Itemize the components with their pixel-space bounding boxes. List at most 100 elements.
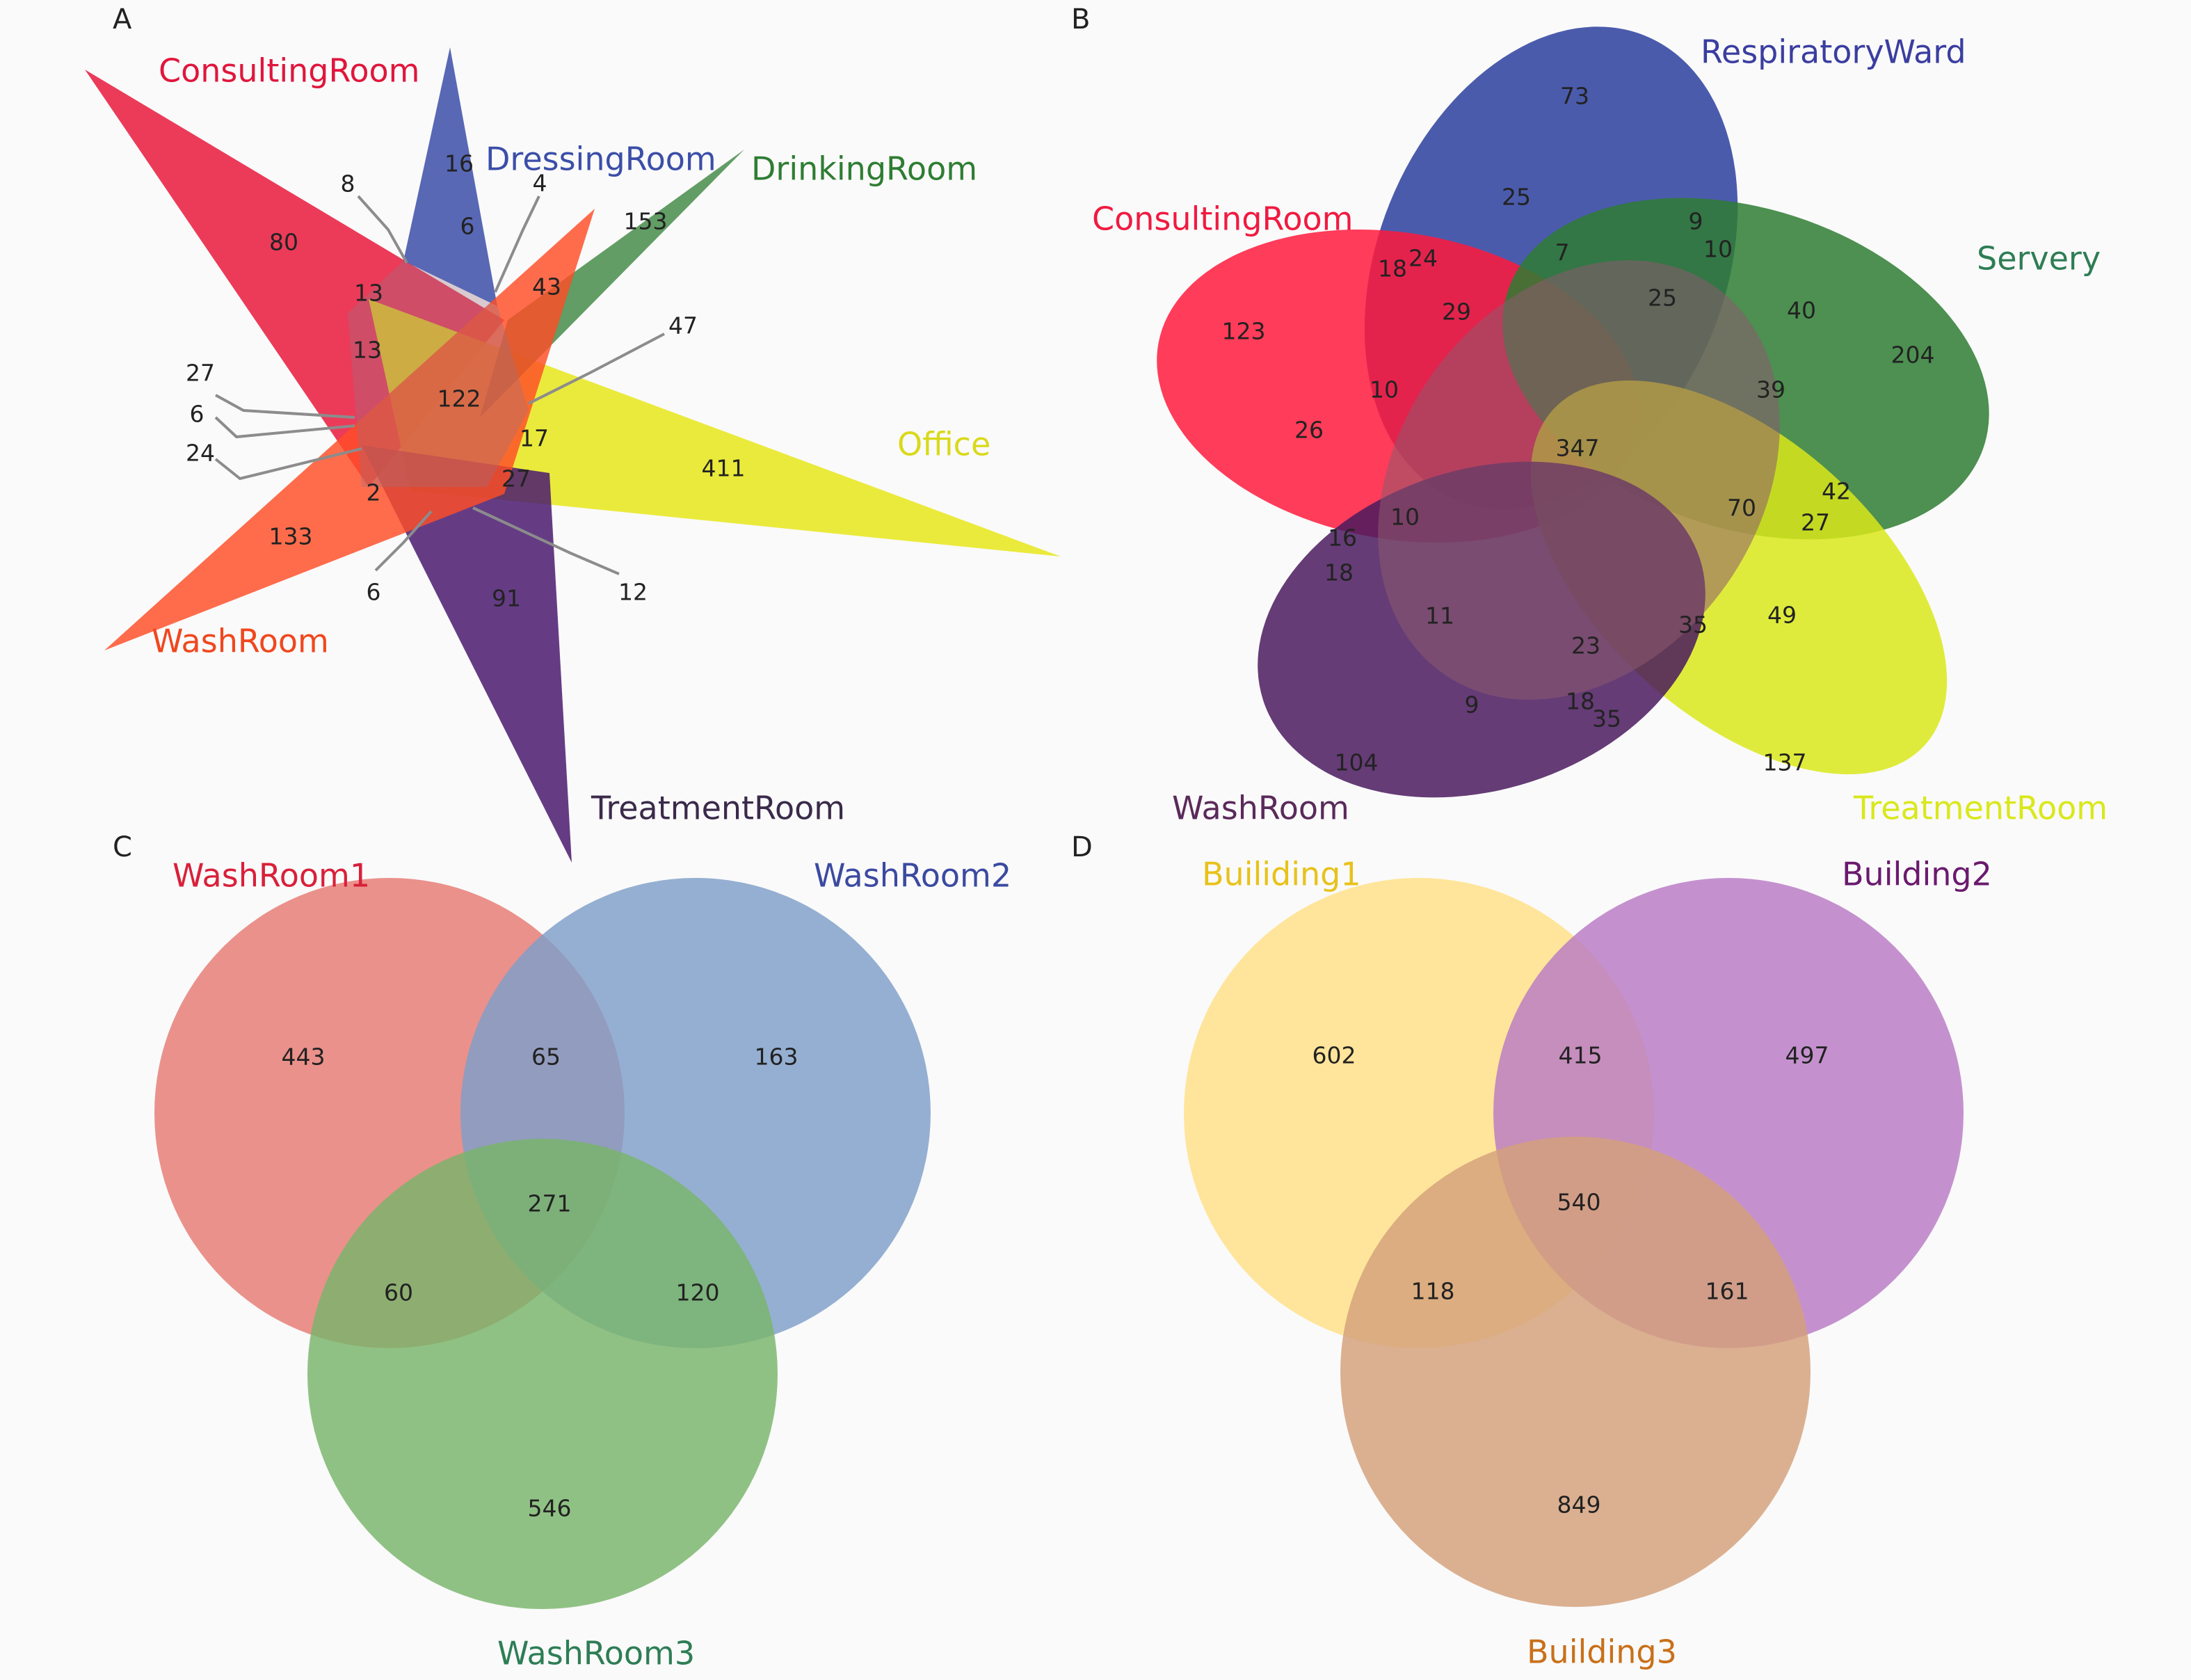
region-count: 849 [1557,1491,1601,1519]
callout-count: 12 [618,579,648,606]
set-label-building3: Building3 [1527,1633,1677,1671]
region-count: 10 [1703,236,1733,263]
set-label-drinkingroom: DrinkingRoom [751,150,977,188]
region-count: 163 [755,1043,798,1071]
region-count: 2 [367,479,381,506]
region-count: 40 [1787,297,1816,324]
region-count: 10 [1390,504,1420,531]
region-count: 60 [384,1279,413,1306]
region-count: 13 [353,337,382,364]
region-count: 122 [438,385,481,413]
region-count: 18 [1378,255,1407,282]
region-count: 80 [269,229,298,256]
treatmentroom-triangle [362,445,572,863]
set-label-washroom-b: WashRoom [1172,790,1349,827]
set-label-treatmentroom-b: TreatmentRoom [1853,790,2108,827]
set-label-consultingroom: ConsultingRoom [159,52,419,90]
region-count: 347 [1556,435,1600,462]
region-count: 602 [1313,1042,1356,1069]
region-count: 10 [1370,376,1399,403]
set-label-washroom1: WashRoom1 [172,857,370,895]
building3-circle [1340,1137,1811,1607]
region-count: 16 [1328,525,1357,552]
callout-leader [357,195,408,264]
region-count: 137 [1763,749,1807,776]
set-label-building1: Builiding1 [1202,856,1361,893]
region-count: 43 [532,273,561,301]
region-count: 27 [1801,509,1830,536]
region-count: 27 [501,465,531,493]
region-count: 411 [702,455,746,482]
set-label-respiratoryward: RespiratoryWard [1701,33,1966,71]
panel-d: D Builiding1 Building2 Building3 602 415… [1071,831,1992,1671]
region-count: 9 [1465,691,1479,719]
region-count: 11 [1425,602,1454,630]
panel-a: A ConsultingRoom DressingRoom DrinkingRo… [85,3,1061,863]
region-count: 7 [1555,239,1570,266]
region-count: 18 [1566,688,1595,715]
region-count: 540 [1557,1189,1601,1216]
region-count: 70 [1727,495,1756,522]
set-label-washroom: WashRoom [152,623,329,660]
region-count: 415 [1559,1042,1603,1069]
region-count: 9 [1689,208,1703,235]
center-overlap [1378,260,1780,700]
set-label-office: Office [897,426,990,463]
region-count: 16 [444,150,474,177]
region-count: 23 [1571,632,1600,659]
region-count: 123 [1222,318,1266,345]
region-count: 17 [520,425,549,452]
callout-leader [214,447,362,481]
callout-count: 4 [533,170,547,197]
panel-c: C WashRoom1 WashRoom2 WashRoom3 443 65 1… [113,831,1011,1672]
panel-d-letter: D [1071,831,1093,863]
region-count: 6 [460,213,475,240]
region-count: 133 [269,523,313,550]
dressingroom-triangle [403,47,497,306]
callout-count: 6 [367,579,381,606]
region-count: 91 [492,585,521,612]
callout-count: 6 [190,401,204,428]
panel-c-letter: C [113,831,132,863]
region-count: 35 [1678,611,1708,639]
region-count: 26 [1294,417,1324,444]
region-count: 13 [354,280,383,307]
region-count: 271 [528,1190,572,1217]
region-count: 120 [676,1279,720,1306]
set-label-washroom2: WashRoom2 [814,857,1011,895]
callout-leader [472,506,620,575]
callout-count: 27 [186,360,215,387]
callout-leader [528,333,665,405]
panel-b: B RespiratoryWard ConsultingRoom Servery… [1071,3,2108,827]
callout-count: 8 [341,170,355,198]
washroom3-circle [307,1139,778,1609]
set-label-washroom3: WashRoom3 [497,1635,695,1672]
callout-leader [214,416,355,439]
washroom-triangle [104,209,595,650]
callout-leader [494,195,540,293]
panel-a-letter: A [113,3,132,35]
region-count: 443 [282,1043,326,1071]
region-count: 73 [1560,83,1589,110]
region-count: 497 [1785,1042,1829,1069]
region-count: 204 [1891,342,1935,369]
callout-leader [374,510,433,572]
region-count: 29 [1442,298,1471,326]
region-count: 161 [1706,1278,1749,1305]
set-label-consultingroom-b: ConsultingRoom [1092,200,1353,238]
region-count: 153 [624,208,668,235]
set-label-dressingroom: DressingRoom [485,141,716,178]
set-label-servery: Servery [1977,240,2101,278]
region-count: 25 [1648,285,1677,312]
region-count: 104 [1335,749,1379,776]
region-count: 35 [1592,705,1621,733]
callout-leader [215,394,355,419]
region-count: 25 [1502,184,1531,211]
callout-count: 24 [186,440,215,467]
region-count: 65 [531,1043,561,1071]
region-count: 24 [1408,245,1438,272]
panel-b-letter: B [1071,3,1090,35]
region-count: 18 [1324,559,1354,586]
set-label-treatmentroom: TreatmentRoom [591,790,845,827]
